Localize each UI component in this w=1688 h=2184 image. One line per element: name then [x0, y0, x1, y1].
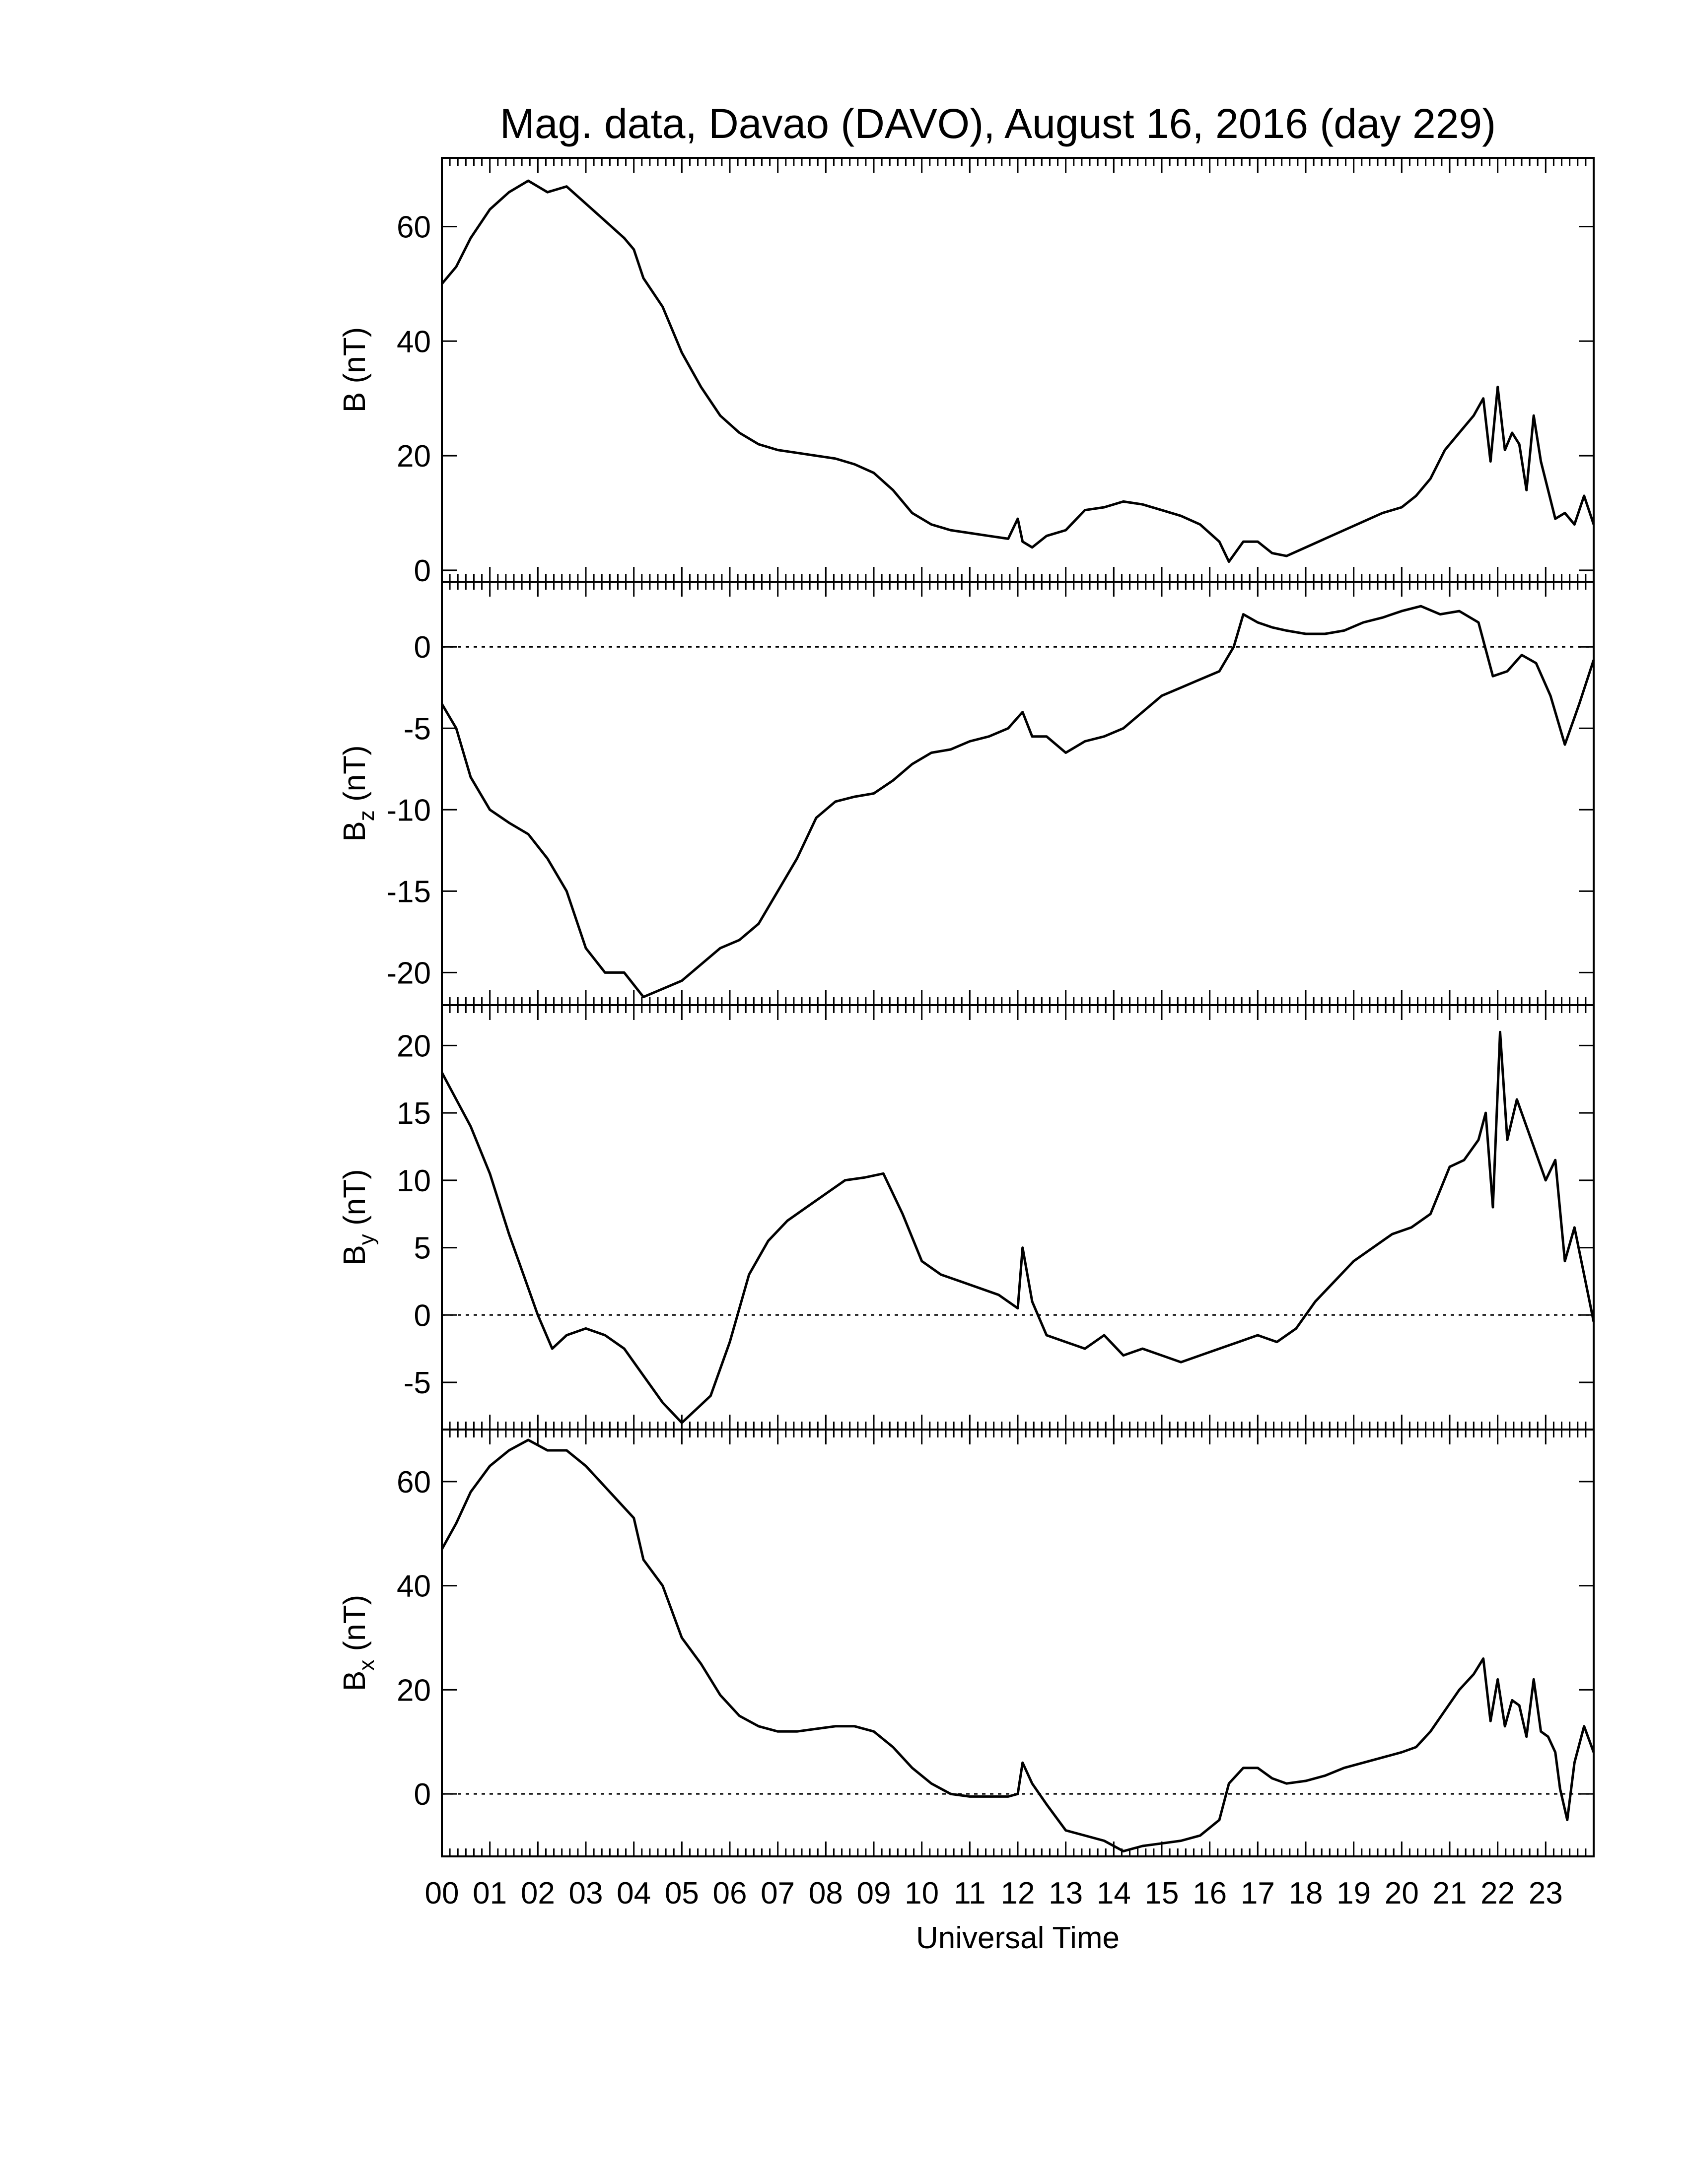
panel-bz: 0 -5 -10 -15 -20 Bz (nT) [338, 581, 1595, 1006]
y-axis-label: Bx (nT) [338, 1595, 379, 1691]
y-axis-label-subscript: x [354, 1660, 379, 1671]
series-line-bz [440, 605, 1595, 999]
y-tick-label: 60 [397, 210, 431, 244]
x-axis-label: Universal Time [916, 1921, 1120, 1955]
y-tick-label: 0 [414, 1777, 431, 1812]
y-axis-label-subscript: y [354, 1234, 379, 1245]
y-axis-label-unit: (nT) [338, 745, 372, 810]
x-tick-label: 14 [1097, 1876, 1131, 1911]
y-tick-label: 0 [414, 1298, 431, 1333]
x-tick-label: 02 [521, 1876, 555, 1911]
y-tick-label: 20 [397, 1029, 431, 1063]
y-axis-label-symbol: B [338, 1671, 372, 1691]
y-tick-label: 40 [397, 325, 431, 359]
x-tick-label: 21 [1433, 1876, 1467, 1911]
series-line-bx [440, 1438, 1595, 1852]
x-tick-label: 08 [809, 1876, 843, 1911]
x-tick-label: 22 [1480, 1876, 1515, 1911]
x-tick-label: 04 [617, 1876, 651, 1911]
x-tick-label: 09 [857, 1876, 891, 1911]
panel-by: -5 0 5 10 15 20 By (nT) [338, 1004, 1595, 1431]
x-tick-label: 20 [1385, 1876, 1419, 1911]
y-axis-label-unit: (nT) [338, 1169, 372, 1234]
y-axis-label-symbol: B [338, 392, 372, 412]
x-tick-label: 13 [1049, 1876, 1083, 1911]
y-tick-label: -20 [386, 956, 431, 990]
y-tick-label: 60 [397, 1465, 431, 1500]
y-tick-label: -15 [386, 875, 431, 909]
y-tick-label: 20 [397, 1673, 431, 1707]
chart-title: Mag. data, Davao (DAVO), August 16, 2016… [500, 100, 1496, 147]
x-tick-label: 23 [1529, 1876, 1563, 1911]
y-tick-label: -10 [386, 793, 431, 827]
x-tick-label: 10 [905, 1876, 939, 1911]
y-tick-label: 40 [397, 1570, 431, 1604]
y-tick-label: 10 [397, 1164, 431, 1198]
x-tick-label: 05 [665, 1876, 699, 1911]
y-tick-label: -5 [404, 1366, 431, 1400]
x-tick-label: 00 [425, 1876, 459, 1911]
y-axis-label: B (nT) [338, 327, 372, 412]
x-tick-label: 12 [1001, 1876, 1035, 1911]
x-tick-label: 01 [473, 1876, 507, 1911]
series-line-by [440, 1030, 1595, 1424]
y-axis-label-subscript: z [354, 810, 379, 821]
x-tick-label: 15 [1145, 1876, 1179, 1911]
x-tick-label: 17 [1241, 1876, 1275, 1911]
panel-frame [441, 581, 1595, 1006]
y-axis-label-symbol: B [338, 1245, 372, 1265]
y-tick-label: 20 [397, 439, 431, 474]
y-axis-label-unit: (nT) [338, 327, 372, 392]
x-tick-label: 07 [761, 1876, 795, 1911]
x-tick-label: 18 [1289, 1876, 1323, 1911]
panels-layer: 0 20 40 60 B (nT) 0 -5 -10 -15 -20 Bz (nT) -5 0 5 10 15… [338, 157, 1595, 1857]
x-tick-label: 19 [1336, 1876, 1371, 1911]
x-tick-label: 16 [1193, 1876, 1227, 1911]
series-line-total-field [441, 179, 1595, 563]
y-axis-label: Bz (nT) [338, 745, 379, 841]
y-tick-label: 15 [397, 1096, 431, 1131]
panel-total-field: 0 20 40 60 B (nT) [338, 157, 1595, 588]
x-tick-label: 03 [569, 1876, 603, 1911]
y-axis-label-symbol: B [338, 821, 372, 841]
y-tick-label: 5 [414, 1231, 431, 1266]
x-tick-labels: 00 01 02 03 04 05 06 07 08 09 10 11 12 13 14 15 16 17 18 19… [425, 1876, 1563, 1911]
y-tick-label: -5 [404, 712, 431, 746]
x-tick-label: 11 [954, 1876, 985, 1911]
x-tick-label: 06 [713, 1876, 747, 1911]
y-axis-label: By (nT) [338, 1169, 379, 1265]
y-tick-label: 0 [414, 554, 431, 588]
panel-frame [441, 1004, 1595, 1431]
y-axis-label-unit: (nT) [338, 1595, 372, 1660]
panel-bx: 0 20 40 60 Bx (nT) [338, 1429, 1595, 1857]
y-tick-label: 0 [414, 630, 431, 665]
